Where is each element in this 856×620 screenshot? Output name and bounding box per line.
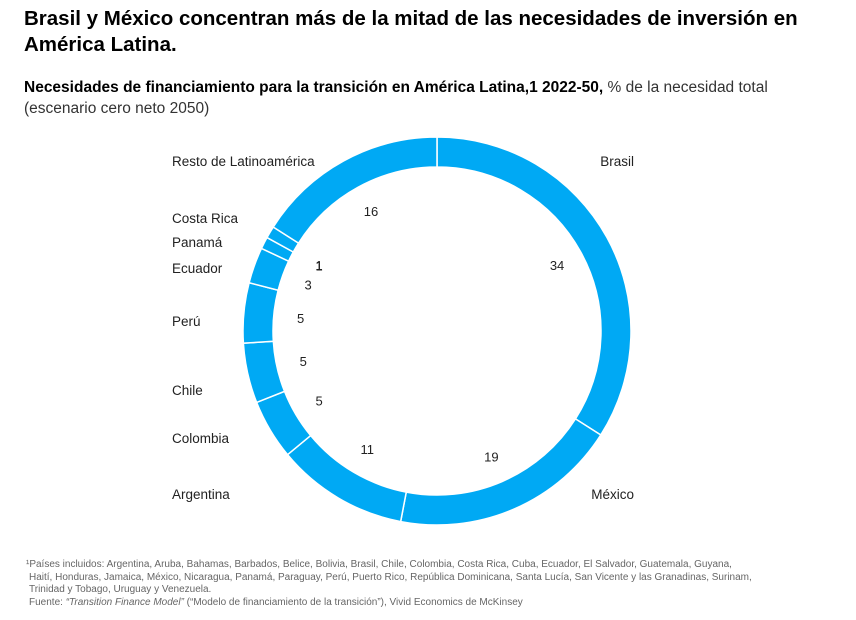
source-prefix: Fuente:: [29, 596, 66, 608]
category-label-costa-rica: Costa Rica: [172, 211, 239, 226]
footnote-countries-1: ¹Países incluidos: Argentina, Aruba, Bah…: [26, 559, 732, 570]
value-label-ecuador: 3: [304, 278, 311, 293]
slice-resto-de-latinoamerica: [272, 136, 438, 245]
value-label-resto-de-latinoamerica: 16: [364, 204, 378, 219]
subtitle-unit: % de la necesidad total (escenario cero …: [24, 79, 768, 117]
category-label-brasil: Brasil: [600, 154, 634, 169]
footnote-countries-3: Trinidad y Tobago, Uruguay y Venezuela.: [29, 584, 212, 595]
category-label-ecuador: Ecuador: [172, 261, 223, 276]
chart-subtitle: Necesidades de financiamiento para la tr…: [24, 77, 824, 119]
category-labels: Brasil México Argentina Colombia Chile Perú Ec…: [172, 154, 634, 502]
value-label-colombia: 5: [315, 394, 322, 409]
category-label-resto-de-latinoamerica: Resto de Latinoamérica: [172, 154, 315, 169]
footnote: ¹Países incluidos: Argentina, Aruba, Bah…: [26, 559, 841, 609]
value-label-brasil: 34: [550, 258, 564, 273]
value-label-peru: 5: [297, 311, 304, 326]
slice-mexico: [399, 417, 602, 526]
category-label-mexico: México: [591, 487, 634, 502]
value-label-panama: 1: [315, 258, 322, 273]
value-label-argentina: 11: [361, 442, 375, 457]
slice-argentina: [286, 434, 408, 523]
category-label-argentina: Argentina: [172, 487, 230, 502]
category-label-colombia: Colombia: [172, 431, 230, 446]
source-rest: (“Modelo de financiamiento de la transic…: [183, 596, 523, 608]
slice-brasil: [436, 136, 632, 436]
category-label-peru: Perú: [172, 314, 201, 329]
donut-slices: [242, 136, 632, 526]
value-label-chile: 5: [300, 354, 307, 369]
subtitle-bold: Necesidades de financiamiento para la tr…: [24, 79, 604, 96]
footnote-source: Fuente: “Transition Finance Model” (“Mod…: [26, 597, 841, 610]
category-label-panama: Panamá: [172, 235, 223, 250]
value-label-mexico: 19: [484, 450, 498, 465]
footnote-countries-2: Haití, Honduras, Jamaica, México, Nicara…: [29, 571, 752, 583]
slice-peru: [242, 281, 280, 344]
category-label-chile: Chile: [172, 383, 203, 398]
source-model: “Transition Finance Model”: [65, 596, 184, 608]
slice-chile: [242, 340, 286, 404]
value-label-costa-rica: 1: [315, 258, 322, 273]
chart-title: Brasil y México concentran más de la mit…: [24, 7, 798, 56]
